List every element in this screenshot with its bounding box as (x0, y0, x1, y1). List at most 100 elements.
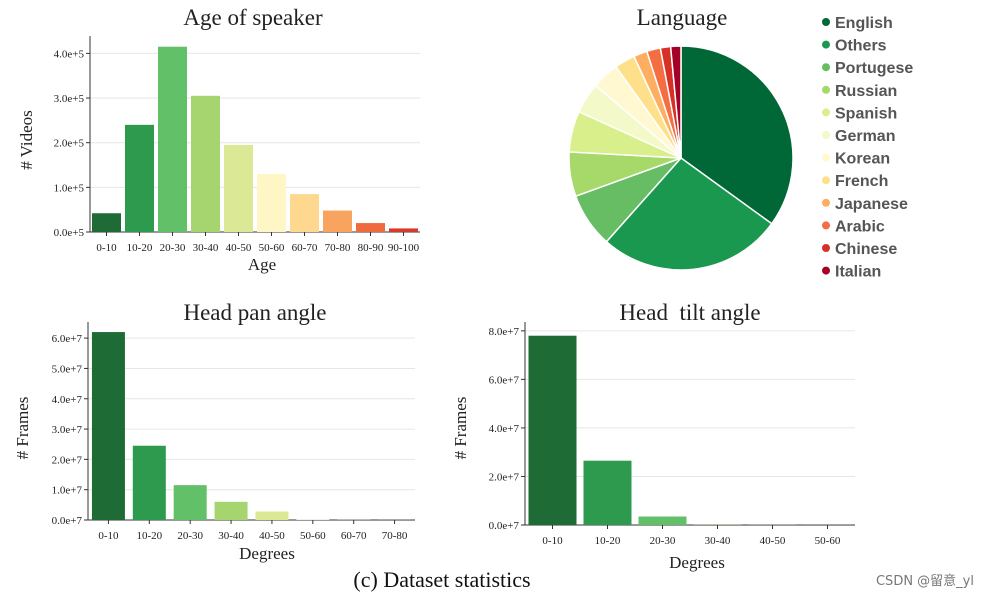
pie-slice-english (680, 45, 794, 225)
legend-label-japanese: Japanese (835, 196, 908, 213)
head-pan-chart-title: Head pan angle (183, 300, 326, 325)
age-bar-80-90 (356, 223, 385, 232)
legend-label-arabic: Arabic (835, 218, 885, 235)
legend-marker-arabic (822, 221, 830, 230)
legend-marker-french (822, 176, 830, 185)
language-chart: Language English Others Portugese Russian Sp… (568, 5, 913, 281)
legend-marker-portugese (822, 63, 830, 72)
legend-marker-german (822, 131, 830, 139)
tilt-bar-10-20 (583, 460, 632, 525)
tilt-ytick-label: 8.0e+7 (489, 326, 520, 338)
legend-marker-italian (822, 266, 830, 275)
head-pan-chart: Head pan angle Degrees # Frames 0.0e+7 1.… (13, 300, 415, 563)
legend-marker-english (822, 18, 830, 26)
pan-ytick-label: 2.0e+7 (52, 454, 83, 466)
figure-caption: (c) Dataset statistics (353, 567, 530, 592)
legend-label-english: English (835, 15, 893, 32)
age-xtick-label-50-60: 50-60 (259, 242, 285, 254)
pan-ytick-label: 1.0e+7 (52, 485, 83, 497)
age-chart-ylabel: # Videos (17, 110, 36, 170)
head-tilt-chart-xlabel: Degrees (669, 553, 725, 572)
age-chart-title: Age of speaker (183, 5, 323, 30)
legend-label-russian: Russian (835, 83, 897, 100)
legend-marker-russian (822, 85, 830, 94)
pan-bar-20-30 (173, 485, 207, 520)
age-bar-90-100 (389, 228, 418, 232)
age-bar-70-80 (323, 210, 352, 232)
age-bar-10-20 (125, 124, 154, 232)
age-chart: Age of speaker Age # Videos 0.0e+5 1.0e+5… (17, 5, 420, 274)
pan-ytick-label: 6.0e+7 (52, 333, 83, 345)
pie-slice-italian (669, 45, 682, 159)
age-xtick-label-40-50: 40-50 (226, 242, 252, 254)
pan-xtick-label-30-40: 30-40 (218, 530, 244, 542)
tilt-ytick-label: 0.0e+7 (489, 520, 520, 532)
age-bar-20-30 (158, 46, 187, 232)
legend-label-portugese: Portugese (835, 60, 913, 77)
age-ytick-label: 1.0e+5 (54, 182, 85, 194)
tilt-bar-0-10 (528, 335, 577, 525)
pan-ytick-label: 4.0e+7 (52, 394, 83, 406)
age-xtick-label-60-70: 60-70 (292, 242, 318, 254)
age-bar-0-10 (92, 213, 121, 232)
head-tilt-chart-ylabel: # Frames (451, 397, 470, 460)
head-tilt-chart-title: Head tilt angle (619, 300, 760, 325)
age-ytick-label: 3.0e+5 (54, 93, 85, 105)
pan-ytick-label: 0.0e+7 (52, 515, 83, 527)
pan-xtick-label-50-60: 50-60 (300, 530, 326, 542)
legend-label-italian: Italian (835, 264, 881, 281)
pan-xtick-label-70-80: 70-80 (382, 530, 408, 542)
pan-xtick-label-10-20: 10-20 (136, 530, 162, 542)
legend-marker-chinese (822, 244, 830, 252)
pan-bar-10-20 (132, 445, 166, 520)
tilt-ytick-label: 4.0e+7 (489, 423, 520, 435)
age-bar-30-40 (191, 95, 220, 232)
legend-marker-korean (822, 153, 830, 162)
legend-marker-others (822, 40, 830, 49)
head-pan-chart-ylabel: # Frames (13, 397, 32, 460)
legend-marker-spanish (822, 108, 830, 117)
pan-xtick-label-60-70: 60-70 (341, 530, 367, 542)
age-xtick-label-80-90: 80-90 (358, 242, 384, 254)
language-chart-title: Language (637, 5, 728, 30)
tilt-xtick-label-50-60: 50-60 (815, 535, 841, 547)
pie-slice-others (605, 156, 773, 271)
age-xtick-label-0-10: 0-10 (96, 242, 117, 254)
age-ytick-label: 0.0e+5 (54, 227, 85, 239)
legend-label-others: Others (835, 38, 887, 55)
legend-label-spanish: Spanish (835, 105, 897, 122)
pan-xtick-label-40-50: 40-50 (259, 530, 285, 542)
pan-bar-40-50 (255, 511, 289, 520)
tilt-xtick-label-0-10: 0-10 (542, 535, 563, 547)
tilt-xtick-label-40-50: 40-50 (760, 535, 786, 547)
age-ytick-label: 2.0e+5 (54, 138, 85, 150)
tilt-xtick-label-30-40: 30-40 (705, 535, 731, 547)
age-ytick-label: 4.0e+5 (54, 48, 85, 60)
pan-xtick-label-20-30: 20-30 (177, 530, 203, 542)
pan-bar-30-40 (214, 501, 248, 520)
age-bar-40-50 (224, 144, 253, 232)
age-xtick-label-90-100: 90-100 (388, 242, 420, 254)
tilt-bar-20-30 (638, 516, 687, 525)
head-tilt-chart: Head tilt angle Degrees # Frames 0.0e+7 2… (451, 300, 855, 572)
watermark: CSDN @留意_yl (876, 573, 974, 589)
pan-bar-0-10 (91, 332, 125, 520)
age-xtick-label-30-40: 30-40 (193, 242, 219, 254)
pan-ytick-label: 3.0e+7 (52, 424, 83, 436)
head-pan-chart-xlabel: Degrees (239, 544, 295, 563)
pan-ytick-label: 5.0e+7 (52, 363, 83, 375)
age-bar-60-70 (290, 194, 319, 232)
age-xtick-label-20-30: 20-30 (160, 242, 186, 254)
tilt-xtick-label-20-30: 20-30 (650, 535, 676, 547)
tilt-ytick-label: 2.0e+7 (489, 471, 520, 483)
age-bar-50-60 (257, 173, 286, 232)
age-chart-xlabel: Age (248, 255, 276, 274)
legend-marker-japanese (822, 198, 830, 207)
tilt-xtick-label-10-20: 10-20 (595, 535, 621, 547)
legend-label-french: French (835, 173, 888, 190)
age-xtick-label-10-20: 10-20 (127, 242, 153, 254)
legend-label-german: German (835, 128, 895, 145)
pan-xtick-label-0-10: 0-10 (98, 530, 119, 542)
legend-label-chinese: Chinese (835, 241, 897, 258)
